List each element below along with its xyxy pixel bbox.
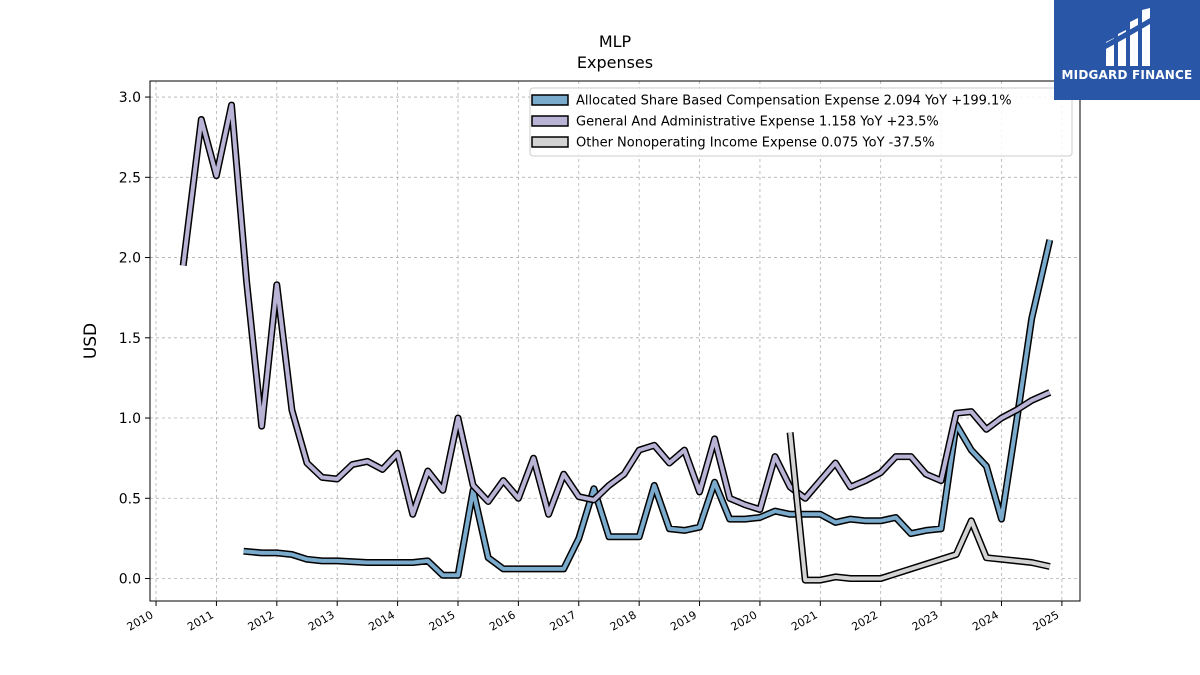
legend-label: Allocated Share Based Compensation Expen… <box>576 94 1012 109</box>
x-tick-label: 2019 <box>668 608 699 633</box>
chart-subtitle: Expenses <box>577 53 653 72</box>
legend: Allocated Share Based Compensation Expen… <box>529 87 1073 157</box>
x-tick-label: 2013 <box>306 608 337 633</box>
legend-swatch <box>531 136 569 148</box>
series-2 <box>179 101 1052 518</box>
y-tick-label: 1.5 <box>119 331 141 347</box>
y-tick-label: 0.0 <box>119 572 141 588</box>
series-line <box>181 103 1051 517</box>
x-tick-label: 2024 <box>970 608 1001 633</box>
x-tick-label: 2018 <box>608 608 639 633</box>
series-layer <box>179 101 1054 584</box>
series-line <box>788 432 1051 583</box>
series-3 <box>786 432 1051 584</box>
midgard-finance-logo-icon <box>1104 8 1150 66</box>
x-tick-label: 2014 <box>366 608 397 633</box>
midgard-finance-logo: MIDGARD FINANCE <box>1054 0 1200 100</box>
x-tick-label: 2010 <box>125 608 156 633</box>
series-line <box>243 239 1052 578</box>
y-tick-label: 3.0 <box>119 90 141 106</box>
plot-frame <box>149 80 1081 602</box>
legend-swatch <box>531 94 569 106</box>
x-tick-label: 2015 <box>427 608 458 633</box>
y-tick-label: 2.5 <box>119 170 141 186</box>
chart-title: MLP <box>599 32 632 51</box>
y-axis-label: USD <box>81 323 101 359</box>
series-line-outline <box>243 239 1054 579</box>
x-tick-label: 2011 <box>185 608 216 633</box>
x-tick-label: 2021 <box>789 608 820 633</box>
x-tick-label: 2025 <box>1031 608 1062 633</box>
x-tick-label: 2020 <box>729 608 760 633</box>
x-tick-label: 2012 <box>246 608 277 633</box>
logo-text: MIDGARD FINANCE <box>1061 68 1193 82</box>
legend-box <box>529 87 1073 157</box>
y-tick-label: 0.5 <box>119 491 141 507</box>
x-tick-label: 2023 <box>910 608 941 633</box>
y-tick-label: 1.0 <box>119 411 141 427</box>
y-tick-label: 2.0 <box>119 251 141 267</box>
x-tick-label: 2022 <box>849 608 880 633</box>
x-tick-label: 2017 <box>548 608 579 633</box>
legend-label: Other Nonoperating Income Expense 0.075 … <box>576 136 935 151</box>
y-axis: 0.0 0.5 1.0 1.5 2.0 2.5 3.0 <box>119 90 150 588</box>
legend-label: General And Administrative Expense 1.158… <box>576 115 939 130</box>
series-1 <box>243 239 1054 579</box>
x-axis: 2010 2011 2012 2013 2014 2015 2016 2017 2018 2019… <box>125 601 1063 634</box>
x-tick-label: 2016 <box>487 608 518 633</box>
legend-swatch <box>531 115 569 127</box>
series-line-outline <box>179 101 1052 518</box>
